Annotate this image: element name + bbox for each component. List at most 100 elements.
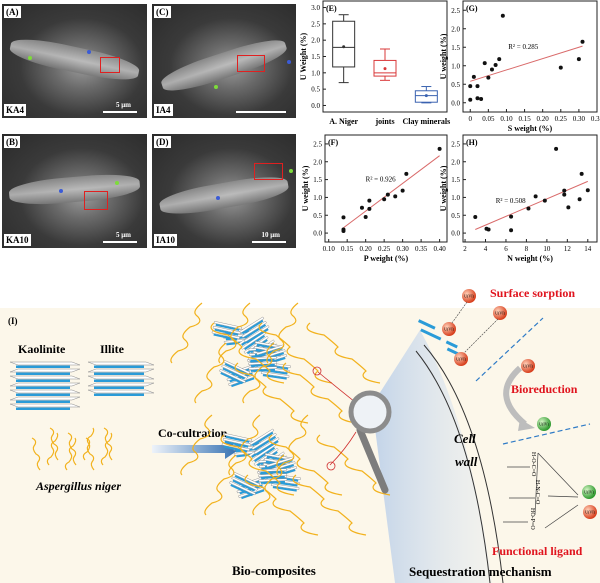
diagram-background [0,308,600,583]
mean-marker [383,67,387,71]
divider-dashed [475,317,544,382]
sem-image: (C) IA4 [152,4,296,118]
panel-label: (B) [4,136,20,148]
y-tick-label: 2.0 [451,25,460,33]
panel-label: (H) [466,138,478,147]
x-tick-label: 0.20 [537,115,550,123]
box-1 [373,48,397,81]
cell-wall-outer [415,350,491,583]
y-tick-label: 0.5 [313,212,322,220]
category-label: Clay minerals [402,117,450,126]
data-point [500,13,505,18]
data-point [367,198,372,203]
hypha [244,474,319,536]
svg-text:U(IV): U(IV) [584,490,594,495]
y-tick-label: 0.0 [311,102,320,110]
interlayer [94,386,144,389]
chart-E: (E) 0.0 0.5 1.0 1.5 2.0 2.5 3.0 U Weight (%) A. N… [299,0,450,126]
zoom-circle [312,366,322,376]
hypha [210,322,285,384]
ligand-phosphate: HO-P=O [529,508,535,530]
hypha [100,432,113,466]
diagram-panel-label: (I) [8,316,18,326]
r-squared-annotation: R² = 0.508 [496,197,526,205]
data-point [526,206,531,211]
fit-line [343,155,440,229]
data-point [367,206,372,211]
interlayer [16,386,70,389]
fit-line [470,45,583,82]
zoom-circle [326,461,336,471]
magnifier-light-cone [372,330,492,583]
plot-frame [324,134,448,243]
x-tick-label: 10 [543,245,551,253]
data-point [585,188,590,193]
plot-frame [462,0,598,113]
panel-label: (F) [328,138,339,147]
bioreduction-arrowhead [518,419,535,431]
x-tick-label: 0.35 [591,115,600,123]
x-tick-label: 6 [504,245,508,253]
bioreduction-arrow [503,365,527,427]
data-point [579,171,584,176]
x-tick-label: 4 [484,245,488,253]
uranium-vi-ion: U(VI) [462,289,476,303]
bioreduction-label: Bioreduction [511,382,578,396]
blue-spot [59,189,63,193]
data-point [341,228,346,233]
data-point [497,57,502,62]
x-tick-label: 12 [564,245,572,253]
data-point [580,39,585,44]
data-point [382,197,387,202]
x-tick-label: 0.10 [500,115,513,123]
co-cultration-arrow [152,439,240,459]
kaolinite-label: Kaolinite [18,342,66,356]
svg-text:U(VI): U(VI) [444,327,454,332]
mean-marker [342,45,346,49]
x-tick-label: 8 [525,245,529,253]
ligand-bonds [503,452,579,529]
silicate-layer [9,368,81,373]
scale-label: 10 μm [261,231,280,239]
silicate-layer [87,361,155,366]
sample-label: IA4 [154,104,173,116]
green-spot [214,85,218,89]
svg-text:U(VI): U(VI) [464,294,474,299]
category-label: A. Niger [329,117,358,126]
surface-sorption-label: Surface sorption [490,286,575,300]
y-axis-label: U Weight (%) [299,32,308,80]
mean-marker [424,94,428,98]
plot-frame [462,134,598,243]
data-point [359,205,364,210]
y-tick-label: 2.5 [313,140,322,148]
x-tick-label: 0.15 [341,245,354,253]
data-point [479,97,484,102]
data-point [558,65,563,70]
y-tick-label: 1.5 [451,44,460,52]
chart-F: (F) 0.0 0.5 1.0 1.5 2.0 2.5 U weight (%) 0.10 0.1… [301,134,448,263]
data-point [437,146,442,151]
roi-box [84,191,108,210]
box-0 [332,14,356,84]
hypha [228,414,261,476]
silicate-layer [9,375,81,380]
hypha [316,434,391,496]
silicate-layer [87,382,155,387]
hypha [252,454,285,516]
y-axis-label: U weight (%) [301,165,310,211]
interlayer [16,365,70,368]
data-point [385,192,390,197]
product-label: Bio-composites [232,563,316,578]
functional-ligand-label: Functional ligand [492,544,583,558]
silicate-layer [87,389,155,394]
y-tick-label: 1.5 [451,176,460,184]
hypha [258,322,333,384]
sample-label: KA10 [4,234,31,246]
x-axis-label: P weight (%) [364,254,409,263]
category-label: joints [374,117,394,126]
x-tick-label: 0.25 [555,115,568,123]
sem-image: (A) KA4 5 μm [2,4,147,118]
y-tick-label: 2.5 [451,7,460,15]
magnifier-icon [348,390,392,494]
data-point [475,84,480,89]
